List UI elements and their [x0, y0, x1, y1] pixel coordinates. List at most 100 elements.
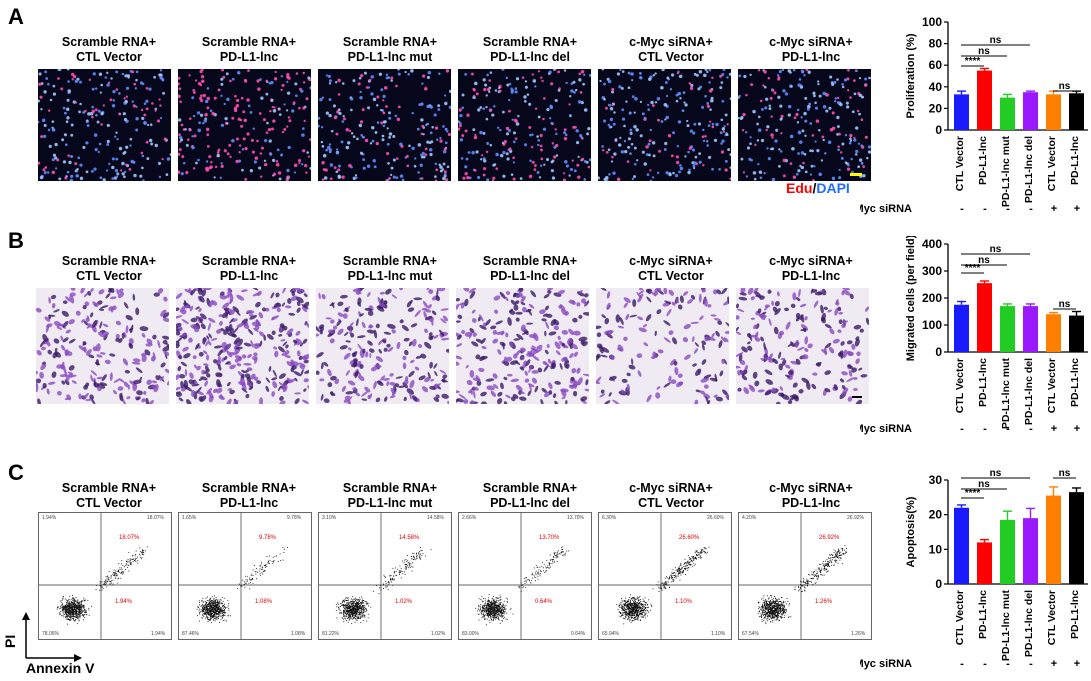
- y-tick-label: 20: [929, 101, 943, 115]
- sirna-mark: +: [1074, 203, 1080, 215]
- x-tick-label: CTL Vector: [1046, 136, 1058, 191]
- sirna-mark: +: [1051, 423, 1057, 435]
- bar: [1069, 93, 1084, 130]
- quadrant-lr-red-value: 1.10%: [675, 599, 693, 605]
- quadrant-ur-red-value: 18.07%: [119, 535, 140, 541]
- quadrant-ul-value: 1.65%: [182, 515, 197, 521]
- quadrant-ll-value: 81.22%: [322, 631, 339, 637]
- caption-line: c-Myc siRNA+: [629, 254, 713, 268]
- edu-micrograph: [458, 69, 591, 181]
- caption-line: PD-L1-lnc mut: [347, 50, 433, 64]
- caption-c-4: Scramble RNA+ PD-L1-lnc del: [460, 481, 600, 511]
- x-tick-label: CTL Vector: [954, 358, 966, 413]
- quadrant-lr-red-value: 1.02%: [395, 599, 413, 605]
- sirna-mark: +: [1051, 658, 1057, 670]
- stain-separator: /: [812, 180, 817, 196]
- x-tick-label: PD-L1-lnc del: [1023, 358, 1035, 425]
- quadrant-ur-value: 9.78%: [287, 515, 302, 521]
- caption-line: c-Myc siRNA+: [769, 35, 853, 49]
- quadrant-lr-red-value: 1.08%: [255, 599, 273, 605]
- caption-line: Scramble RNA+: [482, 481, 578, 495]
- caption-line: c-Myc siRNA+: [629, 481, 713, 495]
- quadrant-lr-value: 1.08%: [291, 631, 306, 637]
- caption-line: PD-L1-lnc: [219, 50, 279, 64]
- caption-line: Scramble RNA+: [61, 254, 157, 268]
- caption-line: CTL Vector: [638, 496, 704, 510]
- significance-label: ns: [990, 244, 1002, 255]
- caption-line: c-Myc siRNA+: [769, 481, 853, 495]
- bar: [1069, 492, 1084, 584]
- significance-label: ns: [1059, 470, 1071, 479]
- edu-micrograph: [738, 69, 871, 181]
- migration-micrograph: [456, 288, 589, 404]
- x-tick-label: PD-L1-lnc: [977, 590, 989, 639]
- quadrant-ll-value: 65.94%: [602, 631, 619, 637]
- caption-line: PD-L1-lnc mut: [347, 269, 433, 283]
- sirna-mark: +: [1074, 658, 1080, 670]
- caption-c-1: Scramble RNA+ CTL Vector: [39, 481, 179, 511]
- panel-letter-b: B: [8, 228, 24, 253]
- flow-plot: 6.30% 26.60% 65.94% 1.10% 26.60% 1.10%: [598, 512, 732, 640]
- caption-line: CTL Vector: [638, 269, 704, 283]
- bar: [1000, 306, 1015, 352]
- flow-plot: 3.10% 14.58% 81.22% 1.02% 14.58% 1.02%: [318, 512, 452, 640]
- quadrant-ll-value: 83.00%: [462, 631, 479, 637]
- caption-line: Scramble RNA+: [61, 481, 157, 495]
- quadrant-ul-value: 2.66%: [462, 515, 477, 521]
- flow-plot: 1.94% 18.07% 78.06% 1.94% 18.07% 1.94%: [38, 512, 172, 640]
- sirna-mark: -: [960, 423, 964, 435]
- significance-label: ****: [965, 488, 981, 499]
- quadrant-ur-value: 14.58%: [427, 515, 444, 521]
- axis-pi-label: PI: [2, 634, 18, 648]
- y-tick-label: 40: [929, 80, 943, 94]
- x-tick-label: PD-L1-lnc mut: [1000, 358, 1012, 430]
- x-tick-label: PD-L1-lnc del: [1023, 590, 1035, 657]
- x-tick-label: CTL Vector: [1046, 358, 1058, 413]
- quadrant-ul-value: 4.20%: [742, 515, 757, 521]
- x-tick-label: PD-L1-lnc mut: [1000, 590, 1012, 662]
- caption-c-6: c-Myc siRNA+ PD-L1-lnc: [741, 481, 881, 511]
- caption-line: c-Myc siRNA+: [769, 254, 853, 268]
- y-tick-label: 0: [935, 123, 942, 137]
- caption-c-3: Scramble RNA+ PD-L1-lnc mut: [320, 481, 460, 511]
- y-tick-label: 100: [922, 15, 942, 29]
- caption-line: Scramble RNA+: [482, 35, 578, 49]
- x-tick-label: PD-L1-lnc: [1069, 358, 1081, 407]
- quadrant-lr-value: 1.02%: [431, 631, 446, 637]
- quadrant-lr-value: 0.64%: [571, 631, 586, 637]
- significance-label: ns: [990, 35, 1002, 46]
- sirna-label: c-Myc siRNA: [860, 203, 912, 215]
- quadrant-ur-red-value: 13.70%: [539, 535, 560, 541]
- caption-line: c-Myc siRNA+: [629, 35, 713, 49]
- quadrant-ll-value: 67.54%: [742, 631, 759, 637]
- y-tick-label: 20: [929, 508, 943, 522]
- caption-c-2: Scramble RNA+ PD-L1-lnc: [179, 481, 319, 511]
- caption-line: PD-L1-lnc del: [490, 50, 570, 64]
- bar: [1046, 314, 1061, 352]
- caption-a-2: Scramble RNA+ PD-L1-lnc: [179, 35, 319, 65]
- x-tick-label: PD-L1-lnc mut: [1000, 136, 1012, 208]
- caption-line: CTL Vector: [76, 269, 142, 283]
- stain-legend: Edu/DAPI: [786, 180, 850, 196]
- stain-dapi-label: DAPI: [816, 180, 850, 196]
- caption-line: PD-L1-lnc mut: [347, 496, 433, 510]
- sirna-mark: +: [1051, 203, 1057, 215]
- quadrant-ur-value: 18.07%: [147, 515, 164, 521]
- caption-line: PD-L1-lnc: [219, 496, 279, 510]
- quadrant-ur-red-value: 26.60%: [679, 535, 700, 541]
- quadrant-lr-value: 1.26%: [851, 631, 866, 637]
- quadrant-ur-red-value: 9.78%: [259, 535, 277, 541]
- x-tick-label: CTL Vector: [954, 136, 966, 191]
- quadrant-ul-value: 6.30%: [602, 515, 617, 521]
- bar: [954, 507, 969, 584]
- bar: [1023, 518, 1038, 584]
- caption-b-6: c-Myc siRNA+ PD-L1-lnc: [741, 254, 881, 284]
- sirna-mark: -: [983, 203, 987, 215]
- caption-line: Scramble RNA+: [342, 35, 438, 49]
- quadrant-lr-value: 1.94%: [151, 631, 166, 637]
- caption-line: Scramble RNA+: [482, 254, 578, 268]
- caption-b-2: Scramble RNA+ PD-L1-lnc: [179, 254, 319, 284]
- significance-label: ns: [978, 255, 990, 266]
- axis-annexin-label: Annexin V: [26, 660, 95, 676]
- caption-a-6: c-Myc siRNA+ PD-L1-lnc: [741, 35, 881, 65]
